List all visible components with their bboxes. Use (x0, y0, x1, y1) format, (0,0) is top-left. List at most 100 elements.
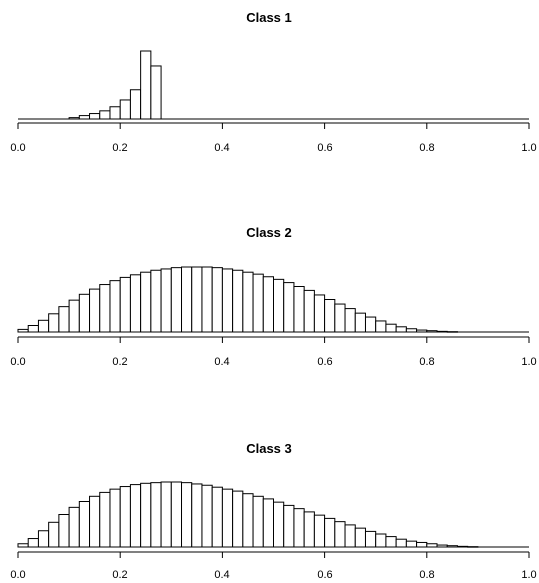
histogram-bar (17, 543, 29, 548)
histogram-bar (140, 482, 152, 548)
panel-class-2: Class 2 0.0 0.2 0.4 0.6 0.8 1.0 (10, 225, 536, 368)
tick-label: 0.4 (214, 356, 229, 368)
bars-group (17, 481, 529, 548)
histogram-bar (273, 278, 285, 333)
tick-label: 0.8 (419, 356, 434, 368)
histogram-bar (150, 269, 162, 333)
histogram-bar (150, 65, 162, 120)
histogram-bar (395, 326, 407, 333)
histogram-bar (252, 273, 264, 333)
histogram-bar (252, 495, 264, 548)
histogram-bar (119, 99, 131, 120)
histogram-bar (416, 541, 428, 548)
histogram-bar (109, 280, 121, 333)
x-tick-labels: 0.0 0.2 0.4 0.6 0.8 1.0 (10, 569, 536, 581)
x-tick-labels: 0.0 0.2 0.4 0.6 0.8 1.0 (10, 142, 536, 154)
x-tick-labels: 0.0 0.2 0.4 0.6 0.8 1.0 (10, 356, 536, 368)
histogram-bar (48, 313, 60, 333)
histogram-bar (211, 486, 223, 548)
histogram-bar (313, 294, 326, 333)
histogram-bar (78, 501, 91, 548)
histogram-bar (262, 276, 274, 333)
histogram-bar (303, 511, 315, 548)
histogram-bar (242, 493, 254, 548)
histogram-bar (456, 545, 469, 548)
bars-group (17, 266, 529, 333)
histogram-bar (68, 299, 80, 333)
histogram-bar (385, 323, 397, 333)
histogram-bar (170, 481, 183, 548)
histogram-bar (160, 481, 172, 548)
histogram-bar (232, 490, 244, 548)
histogram-bar (58, 306, 70, 333)
histogram-bar (283, 504, 295, 548)
tick-label: 0.2 (112, 569, 127, 581)
tick-label: 0.6 (317, 569, 332, 581)
panel-class-3: Class 3 0.0 0.2 0.4 0.6 0.8 1.0 (10, 441, 536, 581)
histogram-bar (354, 527, 366, 548)
histogram-bar (129, 274, 142, 333)
histogram-bar (232, 269, 244, 333)
tick-label: 0.2 (112, 142, 127, 154)
histogram-bar (405, 328, 418, 333)
histogram-bar (170, 267, 183, 333)
histogram-bar (27, 325, 39, 333)
panel-title: Class 3 (246, 441, 292, 456)
histogram-bar (324, 299, 336, 333)
histogram-bar (436, 544, 448, 548)
tick-label: 0.0 (10, 356, 25, 368)
histogram-bar (109, 488, 121, 548)
histogram-bar (191, 266, 203, 333)
histogram-bar (211, 267, 223, 333)
histogram-bar (140, 50, 152, 120)
histogram-bar (293, 508, 305, 548)
histogram-bar (221, 268, 234, 333)
x-ticks (17, 123, 530, 129)
histogram-bar (78, 293, 91, 333)
histogram-bar (344, 524, 356, 548)
histogram-bar (37, 319, 50, 333)
tick-label: 0.8 (419, 142, 434, 154)
histogram-bar (334, 521, 346, 548)
histogram-bar (416, 329, 428, 333)
tick-label: 0.0 (10, 142, 25, 154)
histogram-bar (201, 484, 213, 548)
histogram-bar (221, 488, 234, 548)
bars-group (18, 50, 529, 120)
histogram-bar (334, 303, 346, 333)
tick-label: 0.2 (112, 356, 127, 368)
histogram-bar (129, 89, 142, 120)
histogram-bar (99, 110, 111, 120)
histogram-bar (109, 106, 121, 120)
histogram-bar (242, 271, 254, 333)
histogram-bar (48, 521, 60, 548)
histogram-bar (99, 284, 111, 333)
histogram-bar (283, 282, 295, 333)
histogram-bar (27, 538, 39, 548)
histogram-bar (395, 538, 407, 548)
tick-label: 1.0 (521, 142, 536, 154)
panel-title: Class 1 (246, 10, 292, 25)
histogram-bar (160, 268, 172, 333)
tick-label: 1.0 (521, 569, 536, 581)
histogram-bar (354, 312, 366, 333)
histogram-bar (375, 320, 387, 333)
histogram-bar (313, 514, 326, 548)
histogram-bar (293, 286, 305, 333)
x-ticks (17, 337, 530, 343)
histogram-bar (68, 506, 80, 548)
histogram-bar (17, 328, 29, 333)
histogram-bar (436, 330, 448, 333)
histogram-bar (385, 536, 397, 548)
histogram-bar (181, 482, 193, 548)
histogram-bar (467, 546, 479, 548)
histogram-bar (58, 514, 70, 548)
histogram-bar (37, 530, 50, 548)
histogram-bar (446, 545, 458, 548)
histogram-bar (89, 113, 101, 120)
tick-label: 0.6 (317, 142, 332, 154)
histogram-bar (405, 540, 418, 548)
tick-label: 0.6 (317, 356, 332, 368)
histogram-bar (364, 316, 377, 333)
histogram-bar (262, 498, 274, 548)
